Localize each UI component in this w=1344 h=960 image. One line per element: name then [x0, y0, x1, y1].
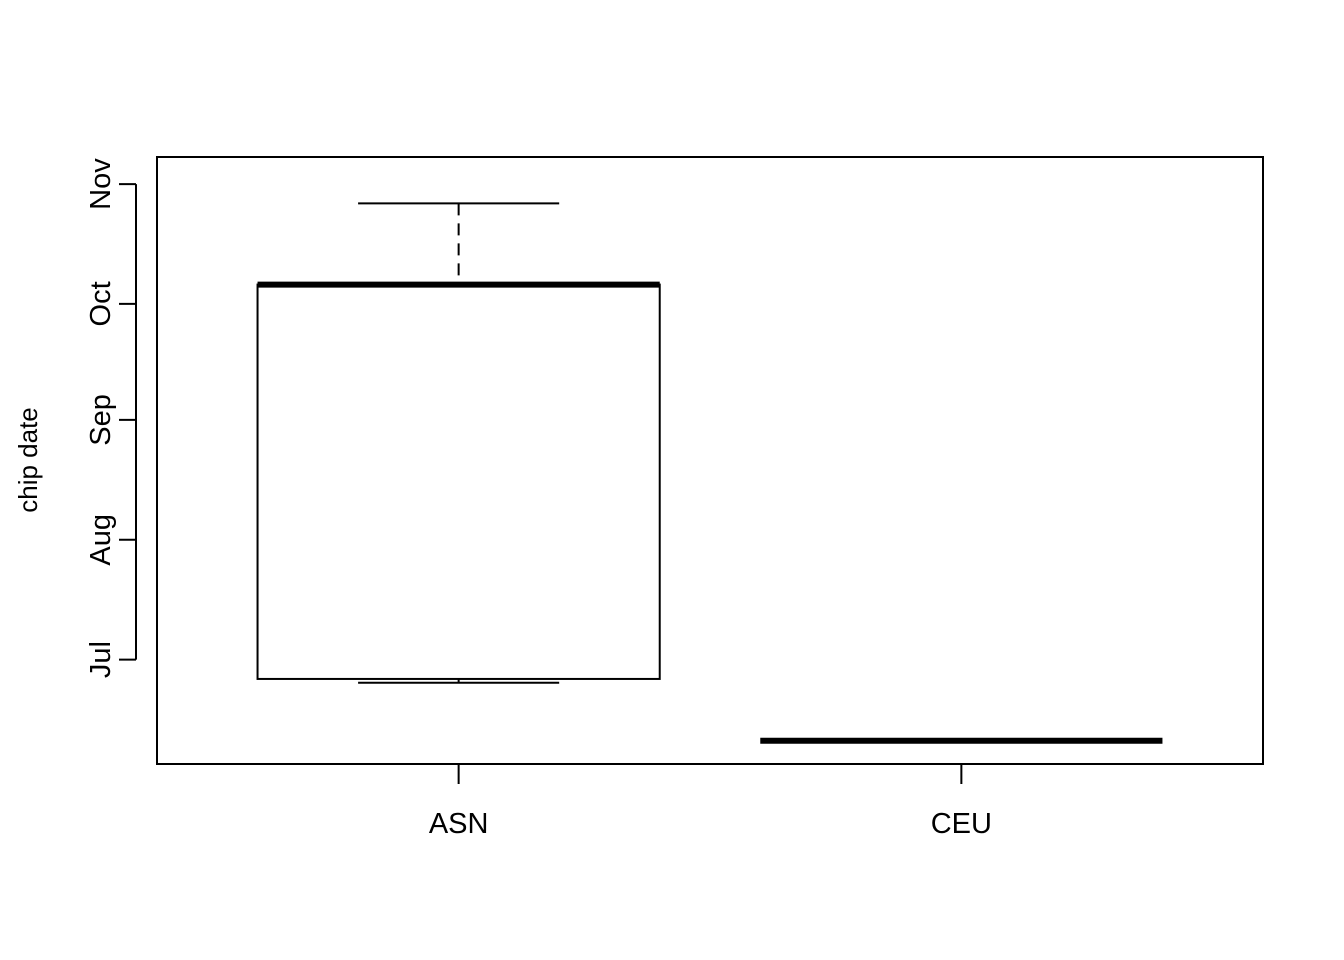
- y-axis-label: chip date: [13, 407, 43, 513]
- y-tick-label: Oct: [85, 281, 117, 326]
- y-axis: Jul Aug Sep Oct Nov: [85, 158, 136, 678]
- x-tick-label: CEU: [931, 808, 992, 840]
- boxes-layer: [258, 203, 1163, 740]
- box-asn: [258, 203, 660, 682]
- box-rect: [258, 285, 660, 679]
- y-tick-label: Aug: [85, 514, 117, 566]
- y-tick-label: Jul: [85, 641, 117, 678]
- y-tick-label: Sep: [85, 394, 117, 446]
- y-tick-label: Nov: [85, 158, 117, 210]
- x-tick-label: ASN: [429, 808, 489, 840]
- plot-frame: [157, 157, 1263, 764]
- x-axis: ASN CEU: [429, 764, 992, 840]
